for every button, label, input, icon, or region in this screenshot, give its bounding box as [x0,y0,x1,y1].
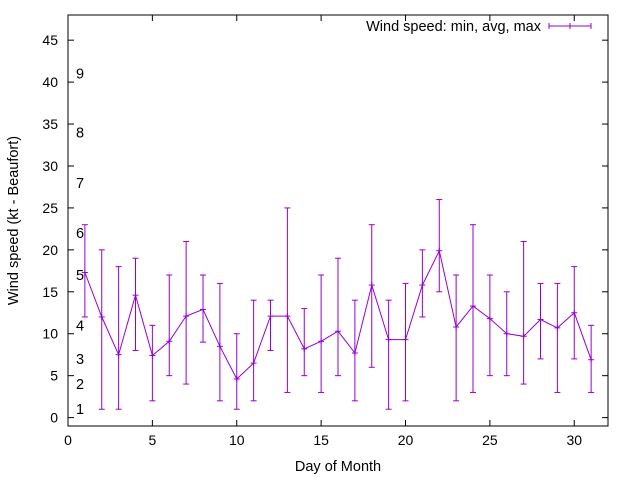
x-axis-label: Day of Month [295,459,381,475]
y-tick-label: 20 [42,242,58,258]
y-tick-label: 25 [42,200,58,216]
beaufort-labels-layer: 1 2 3 4 5 6 7 8 9 [76,67,84,419]
x-tick-label: 25 [482,432,498,448]
x-tick-label: 30 [566,432,582,448]
beaufort-label: 3 [76,352,84,368]
y-tick-label: 45 [42,32,58,48]
y-tick-label: 0 [50,410,58,426]
y-tick-label: 40 [42,74,58,90]
beaufort-label: 9 [76,67,84,83]
y-tick-label: 10 [42,326,58,342]
beaufort-label: 5 [76,268,84,284]
series-layer [81,199,595,410]
y-tick-label: 30 [42,158,58,174]
legend-series-sample [548,23,592,29]
x-tick-label: 20 [398,432,414,448]
x-tick-label: 15 [313,432,329,448]
axis-ticks-layer [67,15,608,426]
y-tick-label: 35 [42,116,58,132]
beaufort-label: 2 [76,377,84,393]
x-tick-label: 0 [64,432,72,448]
beaufort-label: 8 [76,125,84,141]
x-tick-label: 10 [229,432,245,448]
beaufort-label: 1 [76,402,84,418]
plot-frame [67,14,609,427]
y-tick-label: 15 [42,284,58,300]
legend-series-label: Wind speed: min, avg, max [366,19,542,35]
legend: Wind speed: min, avg, max [366,19,592,35]
y-tick-label: 5 [50,368,58,384]
x-tick-label: 5 [148,432,156,448]
beaufort-label: 6 [76,226,84,242]
beaufort-label: 4 [76,318,84,334]
y-axis-label: Wind speed (kt - Beaufort) [6,136,22,305]
beaufort-label: 7 [76,176,84,192]
